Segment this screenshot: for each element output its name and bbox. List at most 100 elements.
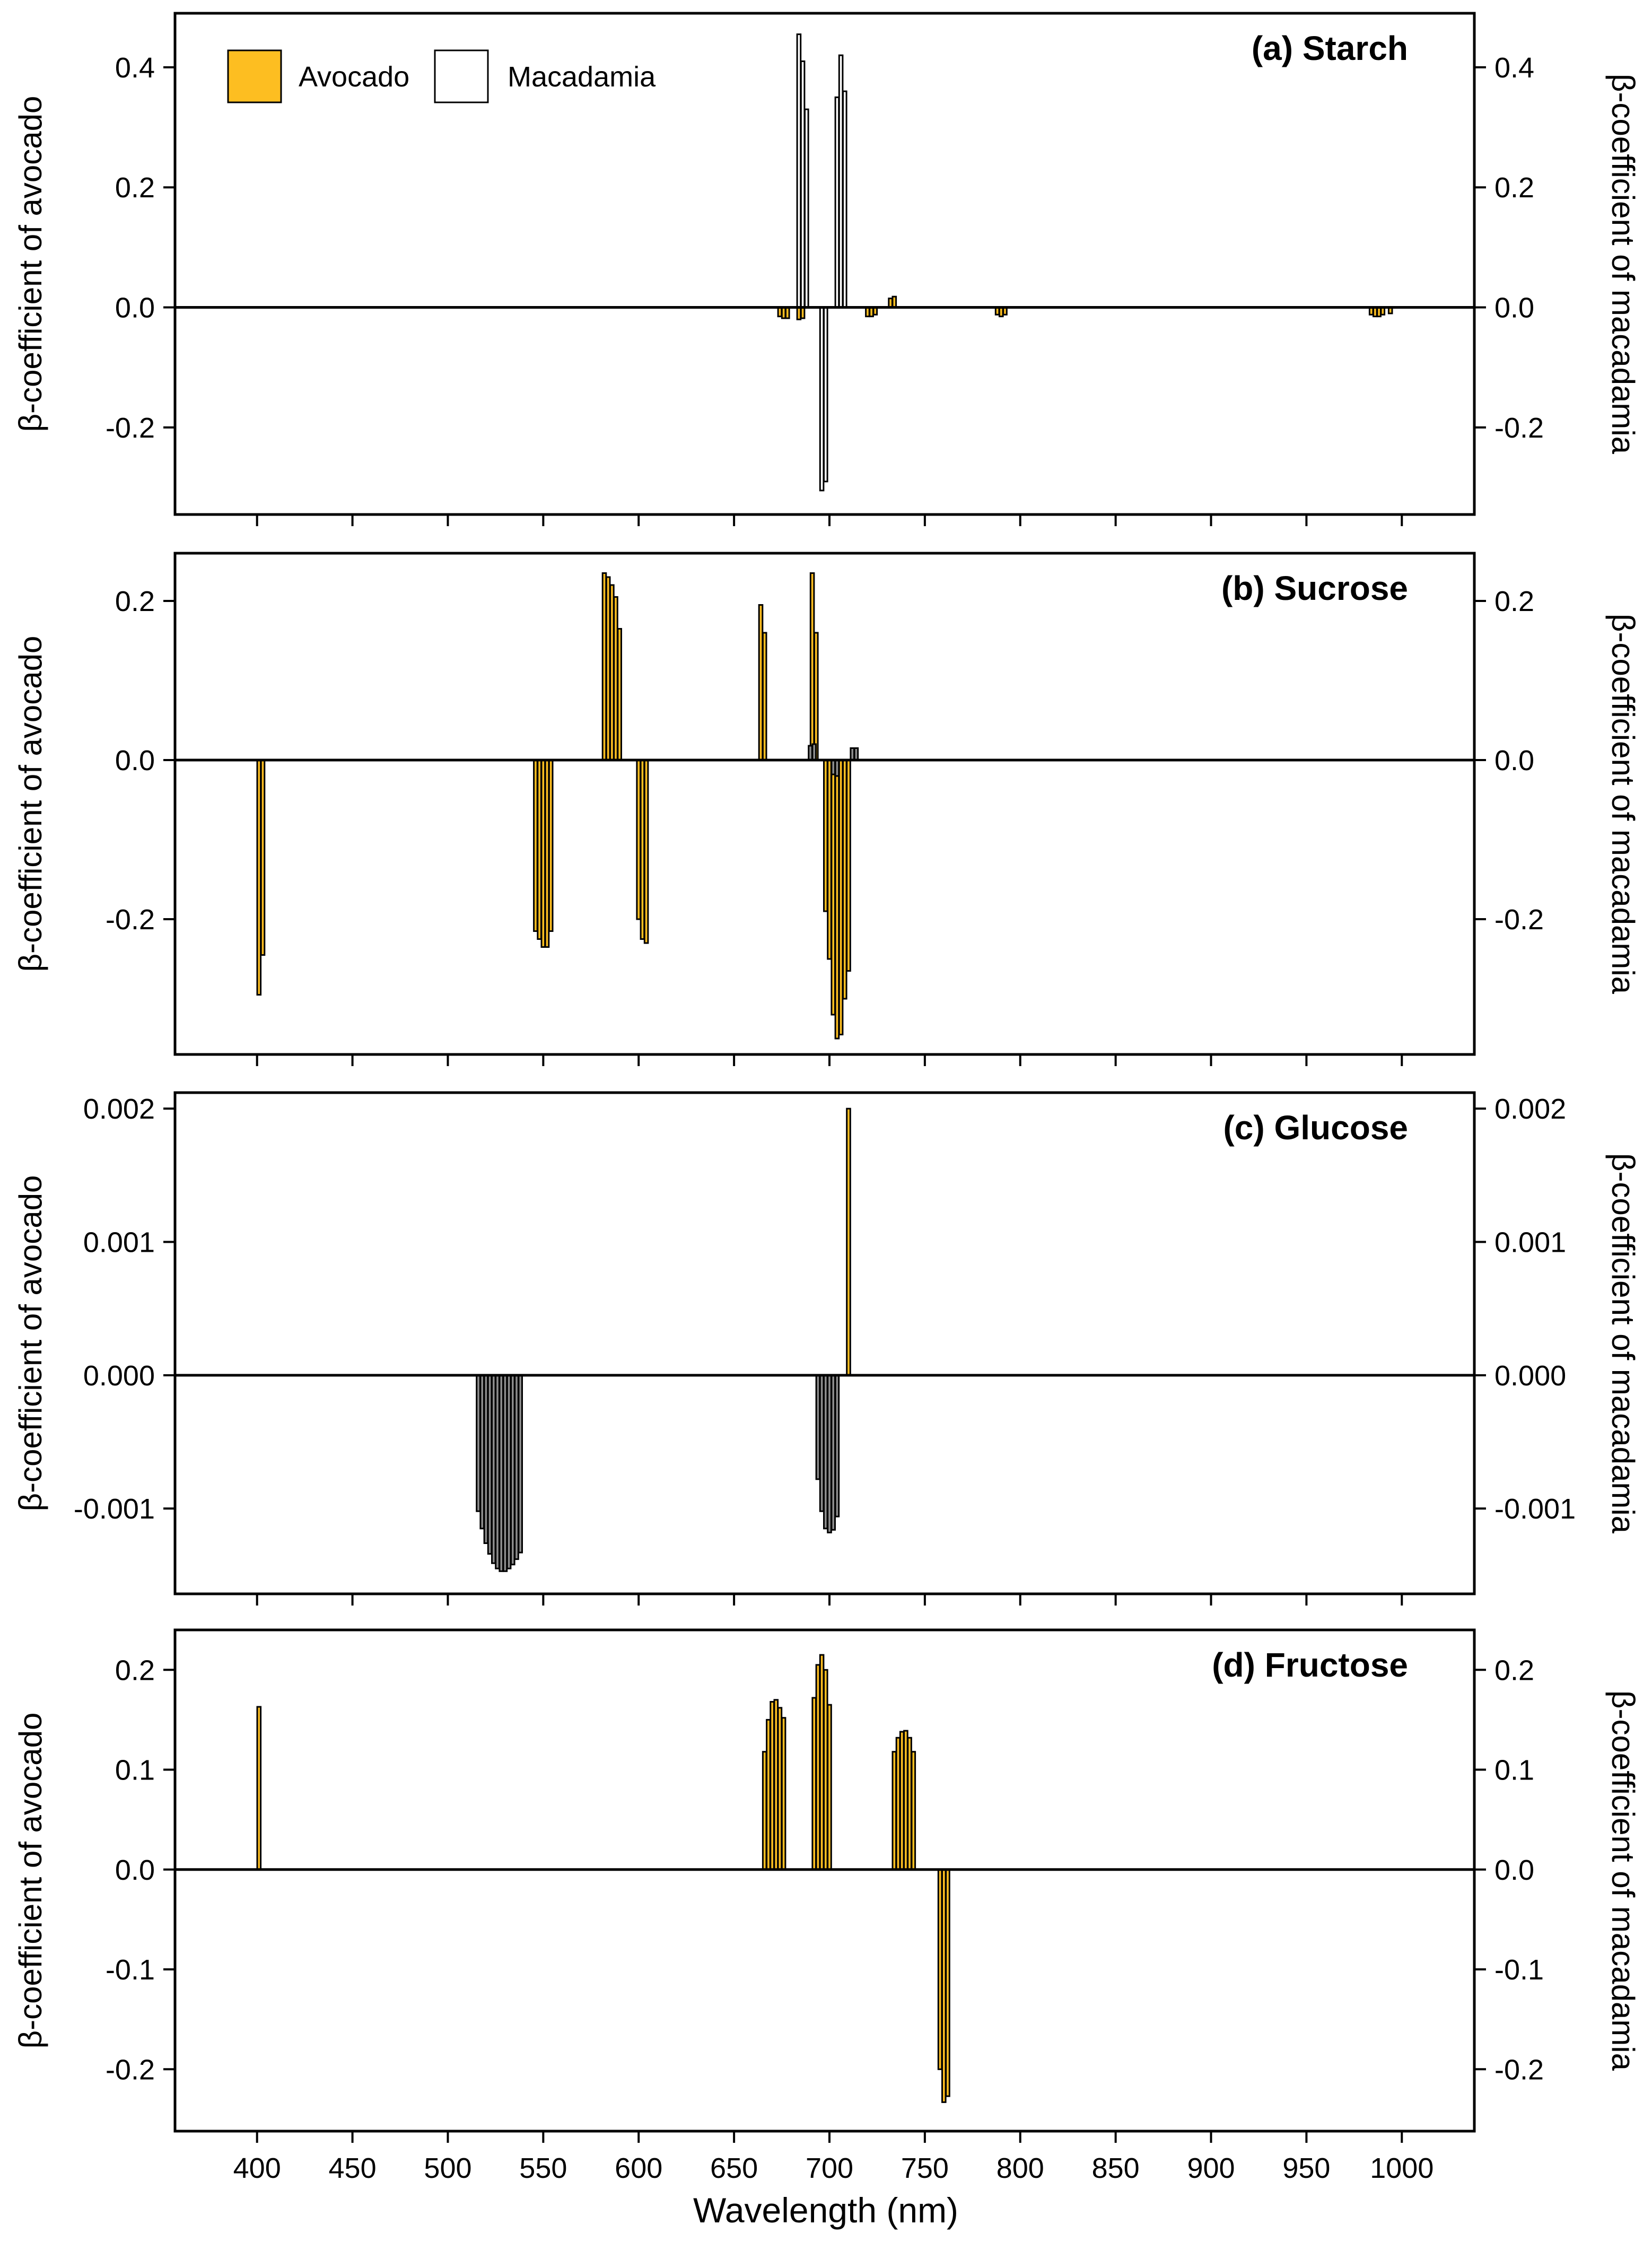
y-tick-label-left: 0.2 bbox=[115, 172, 155, 204]
y-tick-label-left: -0.1 bbox=[106, 1954, 155, 1986]
bar-macadamia bbox=[476, 1374, 481, 1512]
bar-avocado bbox=[256, 1706, 262, 1871]
bar-macadamia bbox=[827, 1374, 832, 1533]
bar-macadamia bbox=[823, 1374, 828, 1530]
x-tick-label: 700 bbox=[806, 2152, 853, 2184]
plot-frame bbox=[173, 1091, 1476, 1595]
bar-avocado bbox=[827, 759, 832, 960]
y-axis-label-left: β-coefficient of avocado bbox=[13, 96, 48, 432]
panel-title: (d) Fructose bbox=[1212, 1646, 1408, 1684]
y-axis-label-left: β-coefficient of avocado bbox=[13, 636, 48, 972]
bar-avocado bbox=[762, 632, 767, 761]
bar-macadamia bbox=[800, 60, 806, 308]
bar-avocado bbox=[869, 307, 874, 318]
bar-macadamia bbox=[850, 747, 855, 761]
bar-macadamia bbox=[834, 96, 840, 308]
y-tick-label-right: -0.2 bbox=[1494, 904, 1544, 936]
y-tick-label-left: -0.2 bbox=[106, 2054, 155, 2086]
bar-macadamia bbox=[506, 1374, 512, 1569]
bar-avocado bbox=[823, 759, 828, 912]
y-tick-label-right: 0.2 bbox=[1494, 586, 1534, 617]
bar-macadamia bbox=[819, 1374, 825, 1512]
bar-avocado bbox=[941, 1869, 947, 2103]
x-tick-label: 850 bbox=[1092, 2152, 1140, 2184]
y-tick-label-left: 0.1 bbox=[115, 1755, 155, 1786]
bar-avocado bbox=[823, 1669, 828, 1871]
bar-avocado bbox=[911, 1751, 916, 1871]
y-tick-label-left: 0.4 bbox=[115, 52, 155, 84]
y-tick-label-left: -0.001 bbox=[74, 1493, 155, 1525]
y-tick-label-right: 0.0 bbox=[1494, 745, 1534, 777]
bar-avocado bbox=[766, 1718, 771, 1871]
bar-macadamia bbox=[838, 54, 844, 308]
y-tick-label-right: 0.0 bbox=[1494, 1854, 1534, 1886]
y-axis-label-left: β-coefficient of avocado bbox=[13, 1175, 48, 1512]
panel-3: 0.002 0.002 0.001 0.001 0.000 0.000 -0.001 -0.0… bbox=[13, 1091, 1641, 1606]
bar-avocado bbox=[256, 759, 262, 996]
bar-avocado bbox=[636, 759, 642, 920]
bar-avocado bbox=[777, 1707, 783, 1871]
y-axis-label-right: β-coefficient of macadamia bbox=[1605, 614, 1641, 994]
y-tick-label-left: 0.2 bbox=[115, 1654, 155, 1686]
bar-avocado bbox=[1373, 307, 1378, 318]
bar-avocado bbox=[999, 307, 1004, 318]
bar-avocado bbox=[613, 596, 618, 761]
bar-avocado bbox=[617, 628, 623, 761]
bar-avocado bbox=[891, 1751, 897, 1871]
panel-title: (b) Sucrose bbox=[1221, 569, 1408, 607]
y-tick-label-right: 0.2 bbox=[1494, 172, 1534, 204]
y-tick-label-right: -0.2 bbox=[1494, 412, 1544, 444]
x-tick-label: 550 bbox=[519, 2152, 567, 2184]
panel-title: (c) Glucose bbox=[1223, 1109, 1408, 1147]
bar-macadamia bbox=[831, 759, 836, 775]
bar-avocado bbox=[895, 1737, 901, 1871]
bar-macadamia bbox=[823, 307, 828, 483]
plot-frame bbox=[173, 12, 1476, 516]
bars-panel-3 bbox=[476, 1107, 851, 1572]
y-tick-label-right: 0.000 bbox=[1494, 1360, 1566, 1392]
x-tick-label: 900 bbox=[1187, 2152, 1235, 2184]
y-tick-label-right: 0.1 bbox=[1494, 1755, 1534, 1786]
bar-avocado bbox=[891, 295, 897, 309]
bar-avocado bbox=[888, 298, 893, 309]
y-tick-label-left: 0.002 bbox=[83, 1093, 155, 1125]
y-tick-label-right: -0.2 bbox=[1494, 2054, 1544, 2086]
y-axis-label-right: β-coefficient of macadamia bbox=[1605, 1690, 1641, 2071]
y-tick-label-left: 0.0 bbox=[115, 1854, 155, 1886]
bar-avocado bbox=[781, 1717, 786, 1871]
bar-avocado bbox=[601, 572, 607, 761]
plot-frame bbox=[173, 552, 1476, 1056]
y-tick-label-right: -0.1 bbox=[1494, 1954, 1544, 1986]
x-tick-label: 450 bbox=[329, 2152, 377, 2184]
bar-avocado bbox=[815, 1664, 821, 1871]
bar-avocado bbox=[937, 1869, 943, 2070]
bar-avocado bbox=[899, 1731, 905, 1871]
panel-title: (a) Starch bbox=[1252, 29, 1408, 67]
bar-macadamia bbox=[502, 1374, 508, 1572]
bar-avocado bbox=[800, 307, 806, 319]
y-tick-label-left: 0.001 bbox=[83, 1226, 155, 1258]
x-tick-label: 400 bbox=[233, 2152, 281, 2184]
legend-swatch-avocado bbox=[227, 49, 282, 103]
bars-panel-1 bbox=[777, 33, 1393, 492]
y-tick-label-left: -0.2 bbox=[106, 412, 155, 444]
bar-macadamia bbox=[834, 1374, 840, 1517]
panel-4: 0.2 0.2 0.1 0.1 0.0 0.0 -0.1 -0.1 -0.2 -0.2 400 450… bbox=[13, 1628, 1641, 2184]
plot-frame bbox=[173, 1628, 1476, 2133]
bar-avocado bbox=[814, 632, 819, 761]
bar-avocado bbox=[811, 1697, 817, 1871]
bar-macadamia bbox=[499, 1374, 504, 1572]
bar-avocado bbox=[758, 604, 764, 761]
x-tick-label: 500 bbox=[424, 2152, 471, 2184]
legend-label-avocado: Avocado bbox=[299, 61, 409, 93]
bar-avocado bbox=[945, 1869, 950, 2097]
bar-avocado bbox=[770, 1701, 775, 1871]
y-tick-label-right: 0.2 bbox=[1494, 1654, 1534, 1686]
bar-avocado bbox=[865, 307, 870, 318]
bar-avocado bbox=[903, 1730, 908, 1871]
bar-avocado bbox=[640, 759, 645, 940]
panel-2: 0.2 0.2 0.0 0.0 -0.2 -0.2 (b) Sucrose β-coeffic… bbox=[13, 552, 1641, 1066]
bar-avocado bbox=[643, 759, 649, 944]
y-tick-label-right: 0.002 bbox=[1494, 1093, 1566, 1125]
